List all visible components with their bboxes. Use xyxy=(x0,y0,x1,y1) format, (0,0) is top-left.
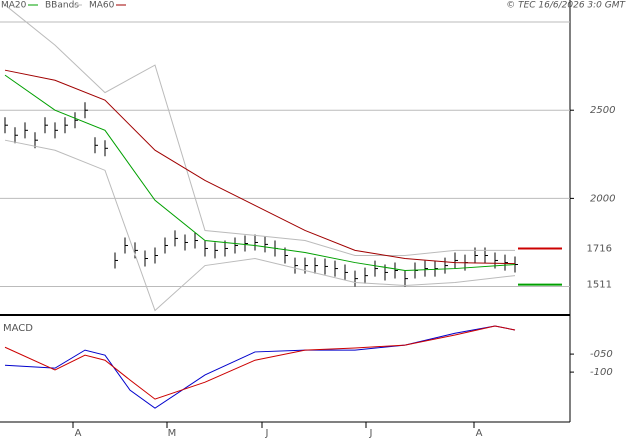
series-line xyxy=(4,4,515,257)
legend-label: MA20 xyxy=(1,1,27,11)
y-tick-label: 2500 xyxy=(590,105,615,116)
series-line xyxy=(4,139,516,312)
y-tick-label: 2000 xyxy=(590,193,615,204)
price-marker-label: 1511 xyxy=(587,280,612,291)
x-tick-label: A xyxy=(476,428,483,439)
legend-label: BBands xyxy=(45,1,79,11)
series-line xyxy=(4,325,516,409)
y-tick-label: -050 xyxy=(590,349,613,360)
x-tick-label: M xyxy=(168,428,177,439)
legend-label: MA60 xyxy=(89,1,115,11)
copyright: © TEC 16/6/2026 3:0 GMT xyxy=(506,1,626,11)
series-line xyxy=(4,325,516,400)
x-tick-label: A xyxy=(75,428,82,439)
x-tick-label: J xyxy=(265,428,269,439)
price-marker-label: 1716 xyxy=(587,243,612,254)
x-tick-label: J xyxy=(369,428,373,439)
macd-title: MACD xyxy=(3,323,33,334)
series-line xyxy=(4,69,516,265)
series-line xyxy=(4,74,516,272)
y-tick-label: -100 xyxy=(590,367,613,378)
